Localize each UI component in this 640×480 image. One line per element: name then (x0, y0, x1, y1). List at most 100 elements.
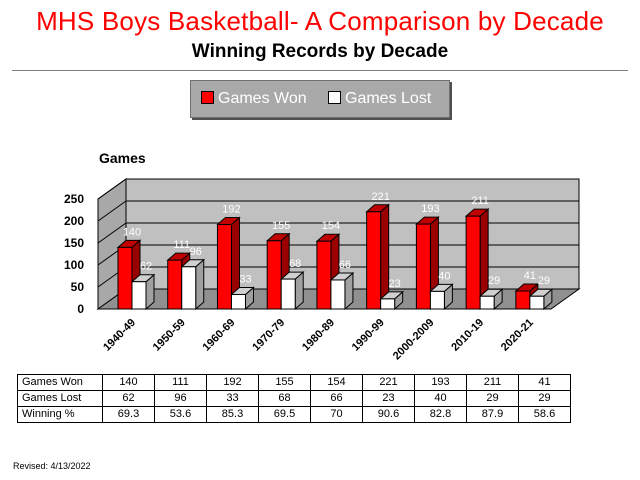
table-row: Winning % 69.3 53.6 85.3 69.5 70 90.6 82.8 87.9 5… (17, 406, 571, 423)
table-cell: 155 (258, 374, 311, 391)
table-cell: 33 (206, 390, 259, 407)
page-title: MHS Boys Basketball- A Comparison by Dec… (36, 6, 604, 36)
table-cell: 68 (258, 390, 311, 407)
table-cell: 69.5 (258, 406, 311, 423)
y-tick-label: 0 (77, 302, 84, 316)
legend-swatch-lost (328, 91, 341, 104)
table-cell: 140 (102, 374, 155, 391)
table-cell: 111 (154, 374, 207, 391)
bar-lost (429, 290, 445, 310)
table-cell: 29 (518, 390, 571, 407)
bar-lost (131, 281, 147, 310)
data-label-won: 41 (524, 270, 536, 282)
y-tick-label: 100 (64, 258, 84, 272)
table-cell: 41 (518, 374, 571, 391)
bar-lost-side (195, 258, 205, 311)
table-cell: 70 (310, 406, 363, 423)
table-row: Games Won 140 111 192 155 154 221 193 211 41 (17, 374, 571, 391)
bar-won (216, 224, 232, 310)
data-label-lost: 29 (538, 275, 550, 287)
table-cell: 58.6 (518, 406, 571, 423)
y-tick-label: 50 (71, 280, 85, 294)
bar-lost (280, 278, 296, 310)
bar-won (117, 246, 133, 310)
x-tick-label: 2010-19 (449, 317, 486, 354)
x-tick-label: 1960-69 (201, 317, 238, 354)
y-tick-label: 250 (64, 192, 84, 206)
bar-won (366, 211, 382, 310)
data-label-lost: 29 (488, 275, 500, 287)
data-label-lost: 66 (339, 259, 351, 271)
table-cell: 90.6 (362, 406, 415, 423)
bar-won (316, 240, 332, 310)
x-tick-label: 2000-2009 (391, 317, 437, 363)
bar-lost (479, 295, 495, 310)
table-row-label: Games Lost (17, 390, 103, 407)
table-cell: 23 (362, 390, 415, 407)
bar-won (515, 290, 531, 310)
data-label-won: 193 (421, 203, 439, 215)
bar-lost (181, 266, 197, 310)
revised-date: Revised: 4/13/2022 (13, 461, 91, 471)
table-cell: 66 (310, 390, 363, 407)
data-label-won: 111 (173, 239, 190, 251)
data-label-lost: 68 (289, 258, 301, 270)
bar-won (266, 240, 282, 310)
x-tick-label: 2020-21 (499, 317, 536, 354)
table-cell: 29 (466, 390, 519, 407)
gridline-side (97, 200, 127, 222)
bar-won (415, 223, 431, 310)
x-tick-label: 1940-49 (101, 317, 138, 354)
data-table: Games Won 140 111 192 155 154 221 193 211 41 Games… (17, 374, 571, 423)
gridline-side (97, 222, 127, 244)
title-divider (12, 70, 628, 71)
data-label-won: 155 (272, 220, 290, 232)
data-label-won: 221 (371, 191, 389, 203)
data-label-lost: 62 (140, 261, 152, 273)
data-label-won: 192 (222, 204, 240, 216)
table-cell: 53.6 (154, 406, 207, 423)
data-label-won: 211 (471, 195, 489, 207)
x-tick-label: 1950-59 (151, 317, 188, 354)
bar-lost (529, 295, 545, 310)
bar-won (167, 259, 183, 310)
data-label-lost: 96 (190, 246, 202, 258)
data-label-won: 154 (322, 220, 340, 232)
data-label-won: 140 (123, 226, 141, 238)
table-cell: 193 (414, 374, 467, 391)
table-row-label: Winning % (17, 406, 103, 423)
table-cell: 87.9 (466, 406, 519, 423)
table-cell: 69.3 (102, 406, 155, 423)
table-cell: 85.3 (206, 406, 259, 423)
bar-lost (330, 279, 346, 310)
table-row: Games Lost 62 96 33 68 66 23 40 29 29 (17, 390, 571, 407)
y-axis-unit-label: Games (99, 150, 146, 166)
table-cell: 40 (414, 390, 467, 407)
y-tick-label: 150 (64, 236, 84, 250)
chart-legend: Games Won Games Lost (190, 80, 450, 118)
table-cell: 211 (466, 374, 519, 391)
legend-label-won: Games Won (218, 90, 307, 107)
table-cell: 154 (310, 374, 363, 391)
legend-label-lost: Games Lost (345, 90, 432, 107)
legend-swatch-won (201, 91, 214, 104)
x-tick-label: 1970-79 (250, 317, 287, 354)
table-cell: 96 (154, 390, 207, 407)
x-tick-label: 1980-89 (300, 317, 337, 354)
table-cell: 221 (362, 374, 415, 391)
bar-lost (230, 293, 246, 310)
bar-won (465, 215, 481, 310)
table-cell: 82.8 (414, 406, 467, 423)
table-cell: 192 (206, 374, 259, 391)
table-cell: 62 (102, 390, 155, 407)
data-label-lost: 33 (239, 273, 251, 285)
gridline-side (97, 178, 127, 200)
table-row-label: Games Won (17, 374, 103, 391)
chart-subtitle: Winning Records by Decade (191, 41, 449, 62)
bar-lost (380, 298, 396, 310)
x-tick-label: 1990-99 (350, 317, 387, 354)
y-tick-label: 200 (64, 214, 84, 228)
data-label-lost: 40 (438, 270, 450, 282)
data-label-lost: 23 (389, 278, 401, 290)
